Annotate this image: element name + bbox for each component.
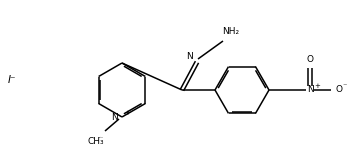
Text: methyl: methyl (99, 137, 104, 138)
Text: ⁻: ⁻ (342, 81, 346, 90)
Text: O: O (336, 85, 343, 93)
Text: +: + (124, 110, 130, 116)
Text: +: + (315, 83, 320, 89)
Text: N: N (111, 112, 118, 121)
Text: CH₃: CH₃ (88, 137, 104, 146)
Text: O: O (307, 55, 313, 64)
Text: I⁻: I⁻ (8, 75, 16, 85)
Text: N: N (186, 52, 193, 61)
Text: NH₂: NH₂ (222, 27, 240, 36)
Text: N: N (307, 85, 313, 95)
